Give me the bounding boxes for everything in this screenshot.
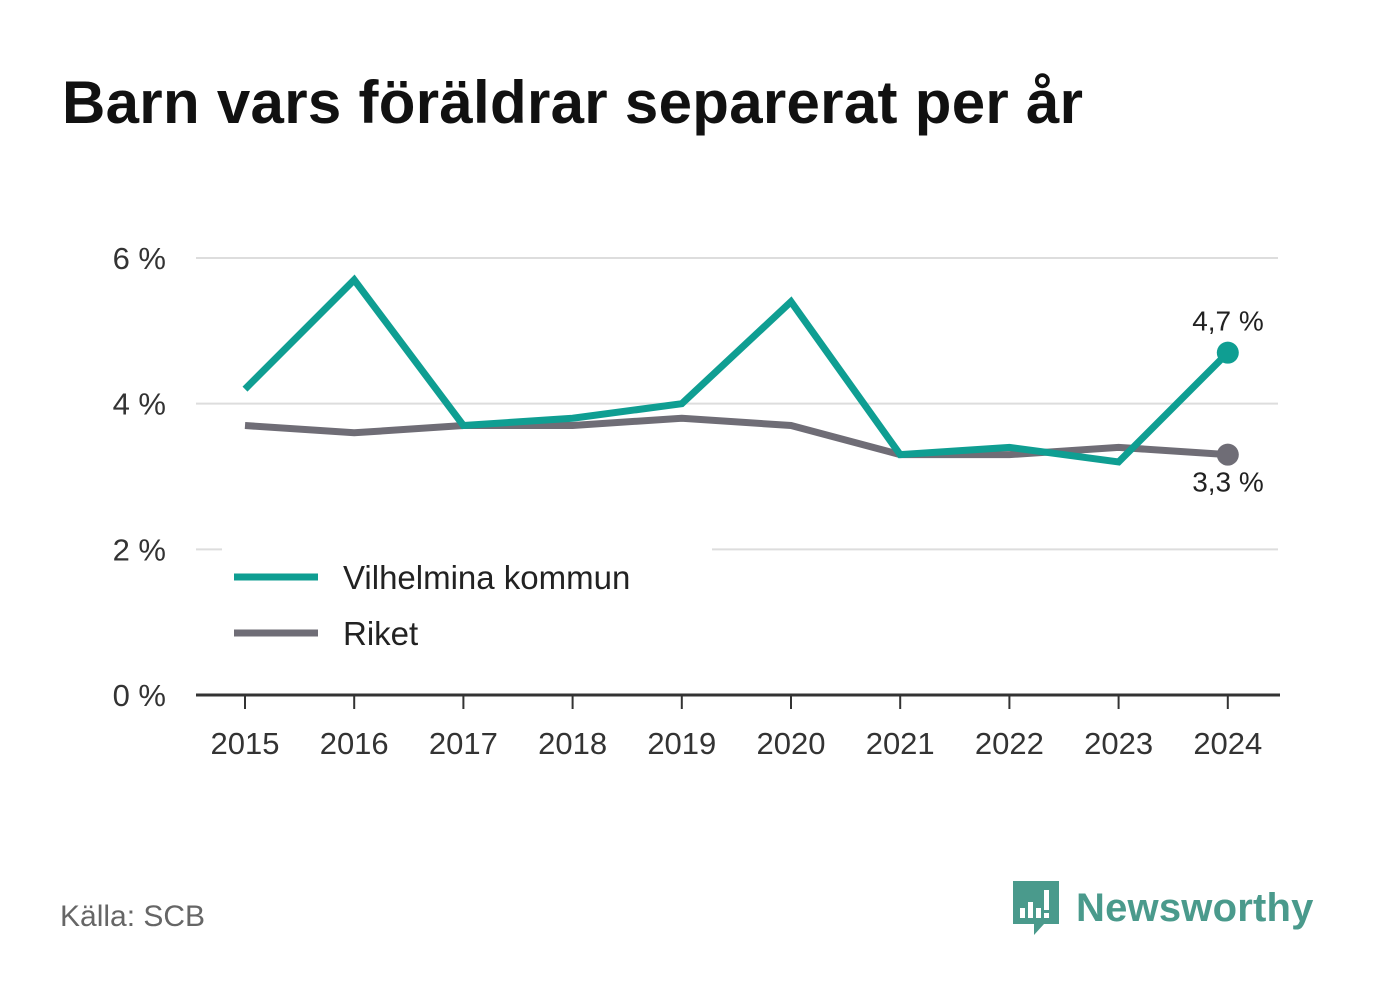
end-label-riket: 3,3 %: [1192, 467, 1264, 498]
x-tick-label: 2017: [429, 726, 498, 761]
legend: Vilhelmina kommun Riket: [234, 559, 630, 652]
x-tick-label: 2019: [647, 726, 716, 761]
x-tick-label: 2018: [538, 726, 607, 761]
x-tick-label: 2024: [1193, 726, 1262, 761]
x-tick-label: 2015: [211, 726, 280, 761]
series-line-vilhelmina: [242, 274, 1231, 466]
chart-title: Barn vars föräldrar separerat per år: [62, 69, 1084, 136]
legend-label: Vilhelmina kommun: [343, 559, 630, 596]
end-label-vilhelmina: 4,7 %: [1192, 306, 1264, 337]
y-tick-label: 6 %: [113, 241, 166, 276]
legend-label: Riket: [343, 615, 418, 652]
y-tick-label: 4 %: [113, 387, 166, 422]
bar-chart-speech-bubble-icon: [1013, 881, 1059, 935]
end-point-vilhelmina: [1216, 341, 1239, 364]
brand-logo: Newsworthy: [1010, 878, 1314, 938]
brand-name: Newsworthy: [1076, 885, 1314, 930]
series-lines: 4,7 % 3,3 %: [242, 274, 1264, 498]
legend-background: [222, 544, 712, 664]
series-line-riket: [244, 414, 1229, 459]
end-point-riket: [1216, 443, 1239, 466]
source-note: Källa: SCB: [60, 900, 206, 933]
x-tick-label: 2022: [975, 726, 1044, 761]
gridlines: [196, 257, 1278, 551]
y-axis-ticks: 0 % 2 % 4 % 6 %: [113, 241, 166, 713]
x-axis-ticks: 2015 2016 2017 2018 2019 2020 2021 2022 2023 2024: [211, 695, 1262, 761]
x-tick-label: 2023: [1084, 726, 1153, 761]
y-tick-label: 2 %: [113, 532, 166, 567]
x-tick-label: 2020: [757, 726, 826, 761]
y-tick-label: 0 %: [113, 678, 166, 713]
x-tick-label: 2021: [866, 726, 935, 761]
x-tick-label: 2016: [320, 726, 389, 761]
